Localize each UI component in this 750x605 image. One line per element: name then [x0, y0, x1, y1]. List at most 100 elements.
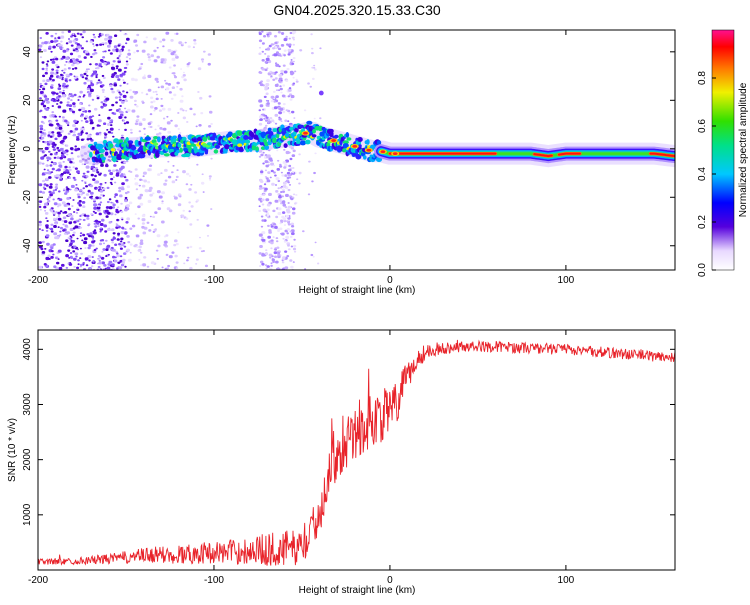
- noise-cell: [113, 164, 117, 167]
- noise-cell: [262, 108, 265, 111]
- noise-cell: [125, 33, 128, 36]
- noise-cell: [141, 225, 145, 229]
- ridge-hotspot-core: [331, 139, 337, 142]
- ridge-cell: [312, 128, 316, 134]
- noise-cell: [79, 257, 82, 259]
- noise-cell: [50, 246, 54, 250]
- noise-cell: [171, 171, 174, 174]
- noise-cell: [268, 192, 272, 196]
- noise-cell: [75, 47, 79, 51]
- noise-cell: [48, 185, 53, 189]
- noise-cell: [50, 86, 54, 89]
- noise-cell: [161, 191, 165, 195]
- ridge-hotspot-core: [366, 148, 372, 152]
- noise-cell: [124, 66, 128, 69]
- noise-cell: [107, 263, 111, 266]
- noise-cell: [292, 60, 295, 63]
- noise-cell: [132, 90, 136, 93]
- noise-cell: [79, 247, 82, 250]
- noise-cell: [262, 151, 265, 154]
- noise-cell: [201, 61, 204, 63]
- noise-cell: [157, 244, 161, 248]
- noise-cell: [79, 188, 83, 192]
- noise-cell: [62, 189, 66, 192]
- ridge-cell: [172, 135, 177, 139]
- noise-cell: [161, 220, 165, 224]
- noise-cell: [311, 66, 314, 69]
- noise-cell: [67, 213, 72, 217]
- noise-cell: [307, 193, 311, 196]
- noise-cell: [69, 235, 72, 238]
- noise-cell: [167, 83, 171, 86]
- noise-cell: [265, 164, 269, 168]
- noise-cell: [92, 43, 95, 45]
- noise-cell: [156, 55, 160, 59]
- noise-cell: [286, 67, 290, 71]
- colorbar-tick-label: 0.0: [697, 263, 708, 277]
- noise-cell: [95, 75, 98, 77]
- noise-cell: [147, 180, 151, 184]
- noise-cell: [287, 48, 292, 52]
- noise-cell: [44, 210, 47, 212]
- noise-cell: [198, 236, 201, 239]
- noise-cell: [266, 155, 270, 159]
- noise-cell: [283, 240, 287, 243]
- noise-cell: [121, 226, 125, 230]
- noise-cell: [286, 232, 289, 235]
- noise-cell: [86, 170, 90, 173]
- noise-cell: [294, 70, 297, 73]
- noise-cell: [47, 131, 52, 135]
- noise-cell: [165, 253, 169, 256]
- noise-cell: [41, 162, 45, 165]
- noise-cell: [283, 70, 288, 74]
- noise-cell: [61, 31, 65, 34]
- noise-cell: [65, 61, 68, 63]
- noise-cell: [62, 229, 66, 232]
- noise-cell: [206, 224, 210, 227]
- noise-cell: [125, 121, 130, 124]
- noise-cell: [61, 94, 66, 98]
- colorbar: 0.00.20.40.60.8 Normalized spectral ampl…: [697, 29, 749, 277]
- noise-cell: [102, 50, 105, 53]
- noise-cell: [74, 148, 78, 152]
- noise-cell: [281, 232, 285, 236]
- noise-cell: [38, 140, 41, 142]
- noise-cell: [91, 74, 94, 77]
- noise-cell: [173, 243, 177, 247]
- noise-cell: [50, 50, 53, 53]
- noise-cell: [149, 215, 152, 218]
- noise-cell: [105, 248, 109, 251]
- x-tick-label: -200: [28, 275, 48, 286]
- noise-cell: [105, 255, 108, 257]
- noise-cell: [123, 33, 126, 36]
- noise-cell: [90, 195, 94, 198]
- noise-cell: [87, 68, 90, 71]
- noise-cell: [278, 194, 281, 197]
- noise-cell: [112, 248, 116, 252]
- noise-cell: [133, 51, 136, 54]
- noise-cell: [177, 203, 182, 207]
- noise-cell: [189, 107, 193, 111]
- noise-cell: [61, 85, 65, 87]
- noise-cell: [84, 247, 87, 249]
- noise-cell: [290, 95, 295, 99]
- noise-cell: [57, 226, 60, 228]
- noise-cell: [287, 95, 291, 98]
- noise-cell: [78, 204, 82, 207]
- ridge-cell: [306, 120, 313, 125]
- noise-cell: [87, 189, 91, 193]
- noise-cell: [209, 110, 213, 114]
- noise-cell: [166, 121, 171, 125]
- noise-cell: [77, 96, 80, 99]
- noise-cell: [177, 128, 180, 130]
- noise-cell: [107, 116, 111, 120]
- noise-cell: [274, 41, 278, 45]
- noise-cell: [52, 91, 56, 95]
- noise-cell: [266, 214, 270, 217]
- noise-cell: [90, 191, 94, 195]
- x-tick-label: -100: [204, 275, 224, 286]
- ridge-cell: [346, 137, 352, 141]
- noise-cell: [88, 259, 91, 262]
- noise-cell: [292, 76, 295, 79]
